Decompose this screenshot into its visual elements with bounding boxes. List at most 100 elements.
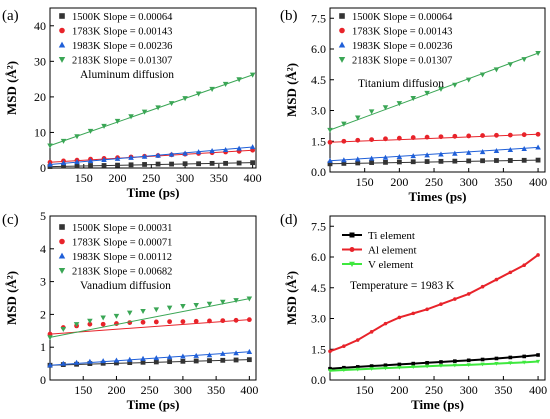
data-point: [182, 96, 188, 102]
y-axis-label: MSD (Å²): [4, 271, 19, 325]
data-point: [479, 72, 486, 78]
series-line: [329, 254, 539, 353]
data-point: [327, 139, 333, 145]
data-point: [153, 307, 160, 313]
legend-marker: [339, 13, 345, 19]
data-point: [383, 321, 388, 326]
legend-marker: [338, 41, 346, 48]
y-tick-label: 4.5: [311, 73, 326, 87]
data-point: [425, 360, 429, 365]
y-axis-label: MSD (Å²): [284, 271, 299, 325]
y-tick-label: 1.5: [311, 134, 326, 148]
data-point: [249, 72, 256, 78]
x-tick-label: 300: [460, 383, 478, 397]
data-point: [88, 163, 93, 168]
data-point: [207, 358, 212, 364]
data-point: [166, 354, 173, 360]
data-point: [494, 356, 499, 361]
data-point: [193, 318, 199, 324]
panel-label: (d): [280, 212, 298, 228]
data-point: [87, 318, 93, 324]
data-point: [396, 159, 402, 165]
data-point: [246, 296, 253, 302]
data-point: [536, 253, 540, 257]
data-point: [114, 360, 119, 366]
legend-marker: [58, 41, 66, 48]
legend-label: 1500K Slope = 0.00064: [72, 12, 173, 23]
data-point: [439, 360, 443, 364]
data-point: [246, 357, 252, 363]
y-tick-label: 4: [40, 242, 46, 256]
y-tick-label: 0.0: [311, 165, 326, 179]
x-tick-label: 300: [174, 383, 192, 397]
data-point: [233, 350, 239, 356]
data-point: [142, 162, 147, 167]
x-tick-label: 350: [207, 383, 225, 397]
x-tick-label: 150: [356, 383, 374, 397]
data-point: [220, 357, 226, 363]
data-point: [355, 338, 360, 342]
legend-marker: [349, 261, 355, 267]
data-point: [168, 151, 175, 157]
legend-marker: [349, 247, 355, 252]
data-point: [424, 152, 430, 158]
x-axis-label: Time (ps): [127, 397, 180, 412]
data-point: [535, 131, 541, 137]
data-point: [535, 157, 541, 163]
x-tick-label: 250: [425, 175, 443, 189]
data-point: [424, 134, 430, 140]
data-point: [100, 315, 106, 321]
legend-label: V element: [368, 259, 413, 271]
y-tick-label: 7.5: [311, 219, 326, 233]
y-tick-label: 1.5: [311, 342, 326, 356]
fit-line: [49, 359, 250, 366]
data-point: [424, 90, 430, 96]
series-line: [329, 360, 539, 372]
data-point: [466, 292, 471, 296]
data-point: [236, 77, 242, 83]
annotation: Temperature = 1983 K: [350, 280, 455, 292]
series-3: [327, 144, 541, 163]
data-point: [411, 365, 416, 370]
data-point: [220, 350, 226, 356]
x-tick-label: 150: [75, 171, 93, 185]
data-point: [396, 101, 403, 107]
panel-d: 150 200 250 300 350 400 0.0 1.5 3.0 4.5 6.0 7.5 (d) T…: [280, 212, 547, 412]
legend-label: 1983K Slope = 0.00112: [72, 252, 172, 263]
x-tick-label: 250: [142, 171, 160, 185]
fit-line: [49, 146, 253, 165]
data-point: [507, 146, 514, 153]
legend-marker: [59, 27, 65, 34]
data-point: [128, 154, 134, 160]
data-point: [466, 133, 472, 139]
legend-marker: [59, 13, 65, 19]
data-point: [127, 360, 133, 366]
data-point: [382, 105, 389, 111]
data-point: [87, 158, 94, 164]
series-4: [47, 72, 256, 149]
fit-line: [329, 146, 539, 162]
y-tick-label: 10: [34, 125, 46, 139]
data-point: [452, 150, 458, 156]
fit-line: [49, 162, 253, 168]
data-point: [397, 315, 402, 320]
data-point: [341, 160, 347, 166]
fit-line: [49, 149, 253, 163]
data-point: [382, 154, 389, 160]
data-point: [128, 162, 134, 168]
data-point: [222, 81, 229, 87]
data-point: [140, 359, 146, 365]
x-tick-label: 200: [107, 383, 125, 397]
data-point: [220, 318, 226, 324]
data-point: [396, 135, 402, 141]
x-tick-label: 250: [141, 383, 159, 397]
data-point: [410, 135, 416, 140]
y-tick-label: 7.5: [311, 11, 326, 25]
data-point: [508, 361, 513, 366]
data-point: [101, 156, 107, 162]
annotation: Titanium diffusion: [358, 78, 444, 90]
plot-frame: [49, 215, 257, 381]
data-point: [452, 82, 458, 88]
data-point: [166, 305, 173, 311]
fit-line: [329, 159, 539, 165]
